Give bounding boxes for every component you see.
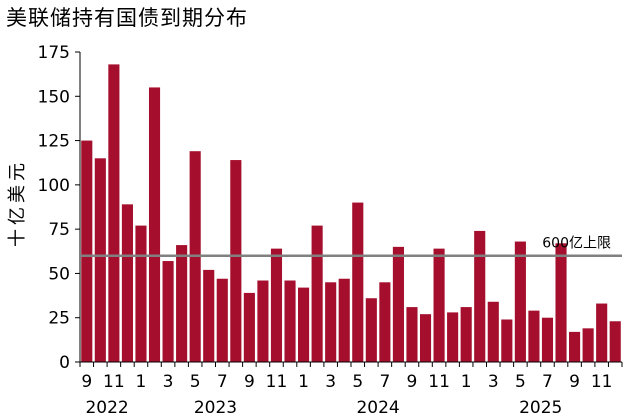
bar: [94, 158, 106, 362]
reference-line-label: 600亿上限: [542, 236, 611, 252]
bar: [365, 298, 377, 362]
bar: [474, 230, 486, 362]
bar: [121, 204, 133, 362]
x-tick-label: 9: [407, 372, 418, 392]
y-tick-label: 75: [48, 220, 70, 240]
bar: [243, 292, 255, 362]
y-tick-label: 175: [38, 43, 70, 63]
bar: [447, 312, 459, 362]
y-tick-label: 25: [48, 309, 70, 329]
bar: [501, 319, 513, 362]
x-tick-label: 1: [461, 372, 472, 392]
bar: [230, 160, 242, 362]
year-label: 2022: [85, 398, 128, 418]
bar: [176, 245, 188, 362]
x-tick-label: 5: [190, 372, 201, 392]
bar: [325, 282, 337, 362]
year-label: 2023: [194, 398, 237, 418]
x-tick-label: 11: [103, 372, 125, 392]
x-tick-label: 1: [298, 372, 309, 392]
bar: [514, 241, 526, 362]
x-tick-label: 1: [136, 372, 147, 392]
bar: [433, 248, 445, 362]
year-label: 2025: [519, 398, 562, 418]
bar: [392, 246, 404, 362]
x-tick-label: 7: [379, 372, 390, 392]
bar: [609, 321, 621, 362]
bar: [541, 317, 554, 362]
bar: [270, 248, 283, 362]
bar: [582, 328, 594, 362]
x-tick-label: 11: [591, 372, 613, 392]
year-label: 2024: [356, 398, 399, 418]
y-tick-label: 0: [59, 353, 70, 373]
bar: [284, 280, 296, 362]
x-tick-label: 3: [488, 372, 499, 392]
x-tick-label: 9: [244, 372, 255, 392]
x-tick-label: 11: [428, 372, 450, 392]
bar: [406, 307, 418, 362]
x-tick-label: 9: [569, 372, 580, 392]
x-tick-label: 5: [515, 372, 526, 392]
bar: [487, 301, 499, 362]
y-tick-label: 150: [38, 87, 70, 107]
bar: [135, 225, 147, 362]
x-tick-label: 9: [81, 372, 92, 392]
bar: [555, 243, 567, 362]
x-tick-label: 7: [217, 372, 228, 392]
x-tick-label: 5: [352, 372, 363, 392]
bar: [352, 202, 364, 362]
y-tick-label: 125: [38, 132, 70, 152]
y-tick-label: 100: [38, 176, 70, 196]
bar: [162, 261, 174, 362]
x-tick-label: 3: [325, 372, 336, 392]
bar: [203, 269, 215, 362]
bar: [460, 307, 472, 362]
chart-title: 美联储持有国债到期分布: [6, 6, 248, 30]
bar: [148, 87, 161, 363]
bar: [596, 303, 608, 362]
bar: [298, 287, 310, 362]
bar: [338, 278, 350, 362]
x-tick-label: 3: [163, 372, 174, 392]
y-tick-label: 50: [48, 264, 70, 284]
x-tick-label: 11: [266, 372, 288, 392]
bar: [379, 282, 391, 362]
bar: [108, 64, 120, 363]
x-tick-label: 7: [542, 372, 553, 392]
bar: [216, 278, 228, 362]
bar: [257, 280, 269, 362]
bar: [569, 331, 581, 362]
bar: [311, 225, 323, 362]
bar: [528, 310, 540, 362]
bar: [81, 140, 93, 362]
bar: [419, 314, 432, 362]
